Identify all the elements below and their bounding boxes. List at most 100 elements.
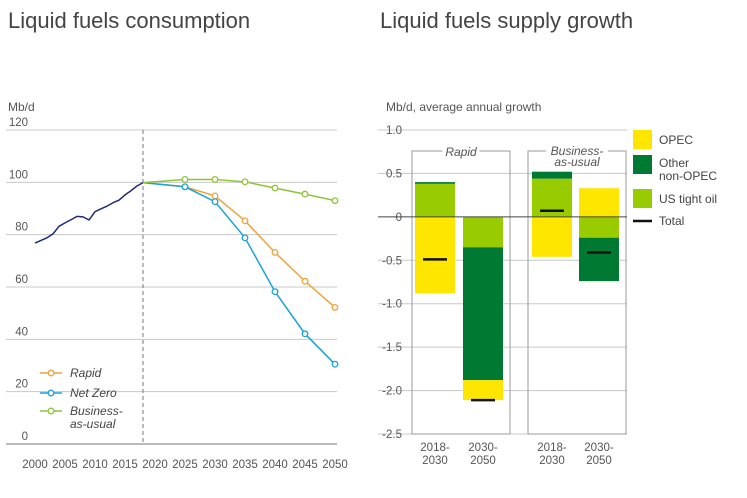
consumption-x-tick-label: 2000 (22, 459, 48, 471)
supply-y-tick-label: -1.5 (382, 342, 402, 354)
supply-x-tick-label: 2030 (422, 455, 448, 467)
other-non-opec-bar-segment (532, 171, 572, 179)
supply-y-tick-label: -0.5 (382, 255, 402, 267)
consumption-legend: Rapid Net Zero Business-as-usual (40, 366, 123, 431)
rapid-point (241, 217, 249, 225)
scenario-panel-label-bg (442, 146, 480, 158)
us-tight-oil-legend-label: US tight oil (659, 192, 717, 206)
scenario-panel-label: as-usual (554, 155, 600, 169)
supply-scenario-panels: Rapid Business-as-usual (411, 144, 627, 435)
consumption-lines (34, 176, 339, 368)
supply-y-tick-label: -1.0 (382, 299, 402, 311)
consumption-y-tick-label: 80 (15, 222, 28, 234)
history-line (34, 181, 144, 244)
net-zero-point (211, 198, 219, 206)
consumption-y-tick-label: 0 (22, 431, 28, 443)
net-zero-point (181, 183, 189, 191)
net-zero-point (301, 330, 309, 338)
supply-x-tick-label: 2018- (537, 442, 567, 454)
consumption-y-tick-label: 40 (15, 326, 28, 338)
consumption-y-unit: Mb/d (8, 100, 35, 114)
supply-y-tick-label: -2.0 (382, 386, 402, 398)
business-as-usual-point (271, 184, 279, 192)
opec-legend-swatch (633, 130, 652, 149)
consumption-y-tick-label: 100 (9, 169, 28, 181)
business-as-usual-legend-marker (47, 407, 55, 415)
supply-x-tick-label: 2050 (470, 455, 496, 467)
supply-x-tick-label: 2018- (420, 442, 450, 454)
other-non-opec-legend-label: Other (659, 156, 689, 170)
other-non-opec-bar-segment (463, 247, 503, 381)
supply-bars (378, 171, 627, 402)
us-tight-oil-legend-swatch (633, 189, 652, 208)
rapid-legend-marker (47, 369, 55, 377)
scenario-panel-label-bg (549, 156, 605, 168)
business-as-usual-point (301, 190, 309, 198)
total-legend-label: Total (659, 214, 684, 228)
consumption-x-tick-label: 2025 (172, 459, 198, 471)
supply-x-tick-label: 2050 (586, 455, 612, 467)
scenario-panel-label: Rapid (445, 145, 477, 159)
supply-y-unit: Mb/d, average annual growth (386, 100, 541, 114)
other-non-opec-bar-segment (579, 237, 619, 282)
net-zero-point (241, 234, 249, 242)
opec-bar-segment (579, 188, 619, 217)
rapid-line (142, 181, 336, 308)
consumption-x-tick-label: 2020 (142, 459, 168, 471)
net-zero-point (331, 360, 339, 368)
rapid-point (211, 192, 219, 200)
supply-y-tick-label: 0.5 (386, 168, 402, 180)
rapid-point (331, 303, 339, 311)
supply-title: Liquid fuels supply growth (380, 8, 633, 33)
rapid-point (271, 249, 279, 256)
business-as-usual-legend-label: Business- (70, 404, 123, 418)
consumption-y-tick-label: 60 (15, 274, 28, 286)
us-tight-oil-bar-segment (415, 183, 455, 217)
other-non-opec-legend-swatch (633, 155, 652, 174)
net-zero-legend-label: Net Zero (70, 386, 117, 400)
us-tight-oil-bar-segment (579, 216, 619, 238)
business-as-usual-point (241, 178, 249, 186)
supply-x-tick-label: 2030- (584, 442, 614, 454)
business-as-usual-point (331, 197, 339, 205)
supply-growth-chart: Liquid fuels supply growth Mb/d, average… (378, 8, 717, 467)
consumption-x-tick-label: 2035 (232, 459, 258, 471)
opec-bar-segment (463, 380, 503, 401)
other-non-opec-legend-label: non-OPEC (659, 169, 717, 183)
supply-x-tick-label: 2030 (539, 455, 565, 467)
consumption-x-tick-label: 2040 (262, 459, 288, 471)
us-tight-oil-bar-segment (463, 216, 503, 248)
opec-legend-label: OPEC (659, 133, 693, 147)
other-non-opec-bar-segment (415, 182, 455, 184)
rapid-legend-label: Rapid (70, 366, 102, 380)
consumption-title: Liquid fuels consumption (8, 8, 250, 33)
scenario-panel-label-bg (546, 145, 608, 157)
consumption-x-tick-label: 2030 (202, 459, 228, 471)
consumption-x-tick-label: 2010 (82, 459, 108, 471)
consumption-x-tick-label: 2015 (112, 459, 138, 471)
opec-bar-segment (415, 216, 455, 294)
opec-bar-segment (532, 216, 572, 257)
consumption-chart: Liquid fuels consumption Mb/d 0204060801… (6, 8, 348, 471)
consumption-y-ticks: 0 20 40 60 80 100 120 (9, 117, 28, 443)
supply-y-tick-label: 0 (396, 212, 402, 224)
consumption-y-tick-label: 120 (9, 117, 28, 129)
consumption-y-tick-label: 20 (15, 379, 28, 391)
consumption-x-tick-label: 2005 (52, 459, 78, 471)
supply-x-tick-label: 2030- (468, 442, 498, 454)
supply-y-tick-label: 1.0 (386, 125, 402, 137)
business-as-usual-point (181, 176, 189, 183)
consumption-x-tick-label: 2045 (292, 459, 318, 471)
supply-y-tick-label: -2.5 (382, 429, 402, 441)
business-as-usual-point (211, 176, 219, 183)
consumption-x-ticks: 2000 2005 2010 2015 2020 2025 2030 2035 2040 2045… (22, 459, 348, 471)
consumption-grid (6, 129, 337, 445)
net-zero-point (271, 288, 279, 296)
business-as-usual-legend-label: as-usual (70, 417, 116, 431)
net-zero-legend-marker (47, 389, 55, 397)
consumption-x-tick-label: 2050 (322, 459, 348, 471)
scenario-panel-label: Business- (551, 144, 604, 158)
